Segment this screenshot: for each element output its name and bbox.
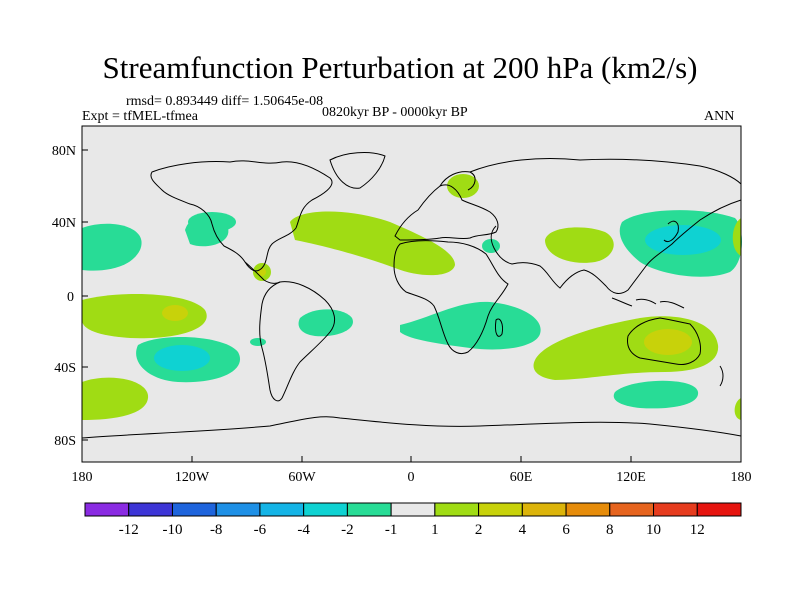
anomaly-negative-southern-ocean: [613, 380, 699, 409]
anomaly-positive-southeast-pacific: [82, 377, 149, 420]
colorbar-label-12: 10: [646, 522, 661, 538]
colorbar-label-7: 1: [431, 522, 439, 538]
anomaly-positive-east-edge: [734, 398, 741, 420]
lon-label-120w: 120W: [175, 470, 210, 485]
coastline-antarctica: [81, 416, 742, 439]
colorbar-label-11: 8: [606, 522, 614, 538]
coastline-australia: [627, 317, 701, 365]
anomaly-negative-north-pacific: [82, 223, 142, 271]
colorbar-swatch-8: [434, 502, 480, 517]
colorbar-label-6: -1: [385, 522, 398, 538]
anomaly-negative-southern-africa: [400, 301, 541, 350]
anomaly-positive-north-atlantic: [290, 211, 455, 276]
lat-label-40s: 40S: [54, 361, 76, 376]
colorbar-label-8: 2: [475, 522, 483, 538]
colorbar-label-10: 6: [562, 522, 570, 538]
lat-label-80n: 80N: [52, 144, 76, 159]
colorbar-swatch-9: [478, 502, 523, 517]
longitude-labels: 180 120W 60W 0 60E 120E 180: [72, 470, 752, 485]
lat-label-40n: 40N: [52, 216, 76, 231]
coastline-japan: [663, 220, 679, 243]
lat-label-0: 0: [67, 290, 74, 305]
colorbar-label-1: -10: [162, 522, 182, 538]
colorbar-swatch-10: [521, 502, 567, 517]
anomaly-positive-scandinavia: [447, 174, 479, 198]
colorbar-label-5: -2: [341, 522, 354, 538]
anomaly-positive-central-asia: [545, 227, 614, 263]
lon-label-60e: 60E: [510, 470, 533, 485]
anomaly-positive-west-pacific: [82, 294, 207, 339]
season-label: ANN: [704, 109, 735, 124]
colorbar-swatch-7: [390, 502, 436, 517]
anomaly-peak-west-pacific: [162, 305, 188, 321]
anomaly-fills: [82, 174, 742, 420]
coastline-new-zealand: [719, 365, 724, 387]
colorbar-swatch-11: [565, 502, 611, 517]
anomaly-negative-south-america-small: [250, 338, 266, 346]
colorbar-label-3: -6: [254, 522, 267, 538]
lon-label-180e: 180: [731, 470, 752, 485]
colorbar-swatch-12: [609, 502, 655, 517]
coastline-central-america: [244, 261, 281, 284]
period-label: 0820kyr BP - 0000kyr BP: [322, 105, 468, 120]
lon-label-180w: 180: [72, 470, 93, 485]
axis-ticks: [82, 149, 632, 462]
colorbar-label-2: -8: [210, 522, 223, 538]
anomaly-negative-south-atlantic: [298, 309, 353, 337]
latitude-labels: 80N 40N 0 40S 80S: [52, 144, 76, 449]
coastline-africa: [393, 240, 509, 355]
colorbar-label-9: 4: [519, 522, 527, 538]
lon-label-0: 0: [408, 470, 415, 485]
anomaly-negative-northwest-pacific-core: [645, 225, 721, 255]
anomaly-peak-australia: [644, 329, 692, 355]
colorbar-swatch-4: [259, 502, 305, 517]
lon-label-120e: 120E: [616, 470, 646, 485]
colorbar-label-4: -4: [297, 522, 310, 538]
colorbar: -12 -10 -8 -6 -4 -2 -1 1 2 4 6 8 10 12: [84, 502, 742, 538]
coastline-madagascar: [495, 318, 503, 337]
stats-line: rmsd= 0.893449 diff= 1.50645e-08: [126, 94, 324, 109]
lat-label-80s: 80S: [54, 434, 76, 449]
colorbar-swatch-0: [84, 502, 130, 517]
colorbar-swatch-3: [215, 502, 261, 517]
anomaly-negative-south-pacific-core: [154, 345, 210, 371]
coastline-asia: [469, 158, 742, 294]
colorbar-label-13: 12: [690, 522, 705, 538]
coastline-north-america: [150, 160, 333, 272]
coastline-south-america: [259, 281, 336, 402]
coastline-indonesia: [611, 297, 685, 309]
colorbar-swatch-6: [346, 502, 392, 517]
coastline-europe: [394, 184, 499, 241]
colorbar-swatch-2: [171, 502, 217, 517]
experiment-label: Expt = tfMEL-tfmea: [82, 109, 198, 124]
colorbar-label-0: -12: [119, 522, 139, 538]
anomaly-negative-mediterranean: [482, 239, 500, 253]
plot-title: Streamfunction Perturbation at 200 hPa (…: [102, 50, 698, 85]
colorbar-swatch-14: [696, 502, 742, 517]
colorbar-swatch-1: [128, 502, 173, 517]
colorbar-swatch-13: [653, 502, 698, 517]
coastlines: [81, 152, 742, 439]
lon-label-60w: 60W: [288, 470, 316, 485]
colorbar-swatch-5: [303, 502, 348, 517]
anomaly-positive-north-pacific-east-edge: [732, 218, 741, 256]
coastline-greenland: [329, 152, 386, 189]
